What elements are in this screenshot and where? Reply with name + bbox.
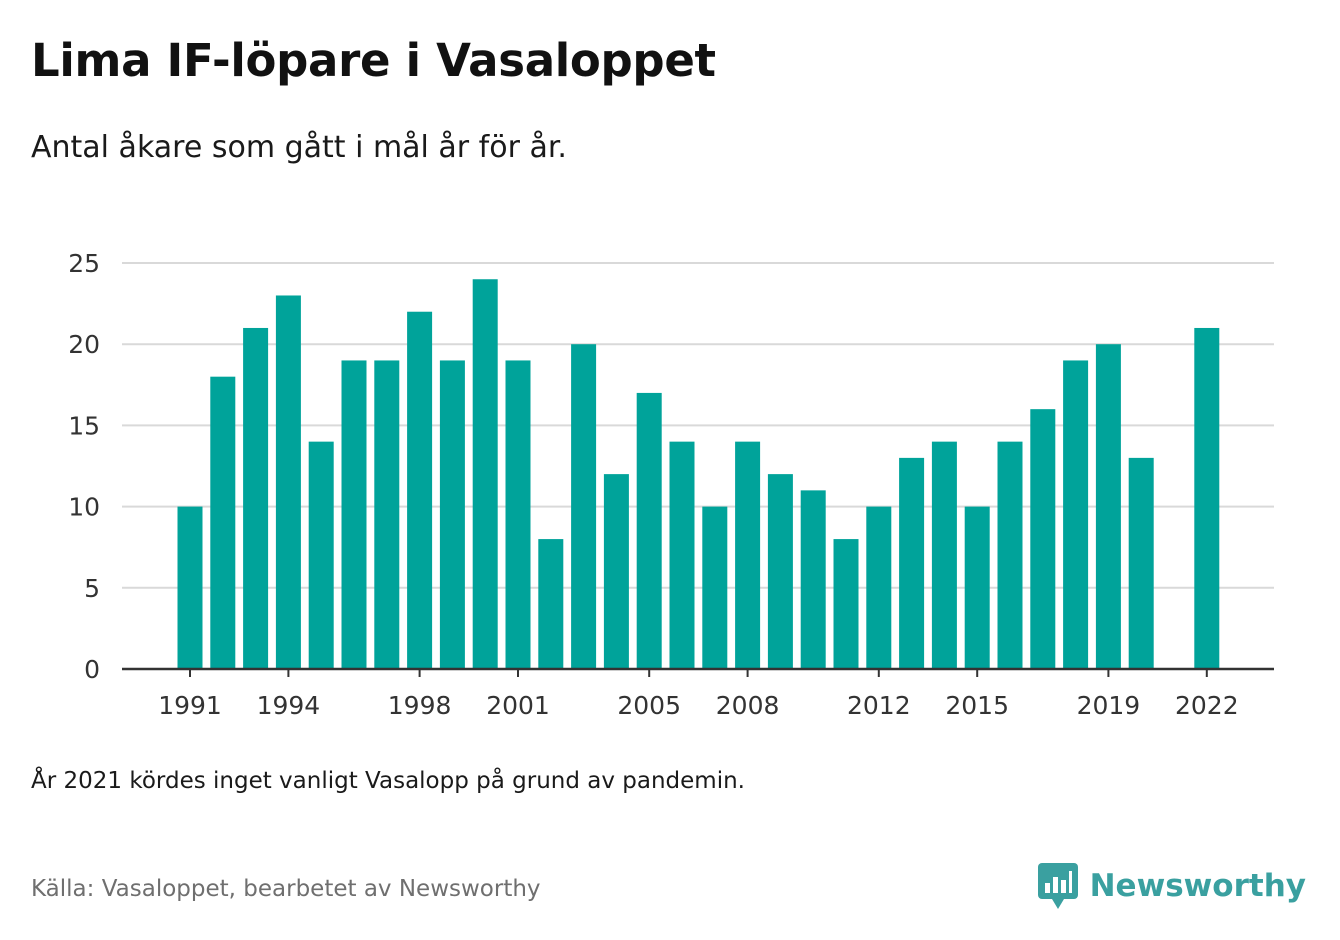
x-tick-label: 1994: [257, 691, 321, 720]
bar-2000: [472, 279, 498, 669]
bar-1999: [439, 360, 465, 669]
bar-2007: [702, 506, 728, 669]
bar-2011: [833, 539, 859, 669]
bar-2018: [1063, 360, 1089, 669]
bar-2022: [1194, 327, 1220, 669]
bar-2006: [669, 441, 695, 669]
x-tick-label: 1998: [388, 691, 452, 720]
bar-2010: [800, 490, 826, 669]
bar-1992: [210, 376, 236, 669]
bar-1996: [341, 360, 367, 669]
y-tick-label: 0: [84, 655, 100, 684]
x-tick-label: 1991: [158, 691, 222, 720]
y-tick-label: 25: [68, 249, 100, 278]
newsworthy-wordmark: Newsworthy: [1089, 868, 1306, 904]
bar-1994: [275, 295, 301, 669]
bar-2019: [1095, 344, 1121, 669]
y-tick-label: 20: [68, 330, 100, 359]
newsworthy-chart-icon: [1037, 863, 1078, 909]
x-tick-label: 2001: [486, 691, 550, 720]
x-tick-label: 2022: [1175, 691, 1239, 720]
source-credit: Källa: Vasaloppet, bearbetet av Newswort…: [31, 876, 541, 902]
axes: 0 5 10 15 20 25 1991 1994 1998 2001 2005 2008 2012 20…: [68, 249, 1274, 720]
bar-1991: [177, 506, 203, 669]
x-tick-label: 2019: [1077, 691, 1141, 720]
bar-2008: [735, 441, 761, 669]
bar-2017: [1030, 409, 1056, 669]
chart-subtitle: Antal åkare som gått i mål år för år.: [31, 130, 567, 165]
bar-2005: [636, 392, 662, 669]
bar-1997: [374, 360, 400, 669]
bar-1995: [308, 441, 334, 669]
bar-2003: [571, 344, 597, 669]
bar-2013: [899, 457, 925, 669]
bar-chart: 0 5 10 15 20 25 1991 1994 1998 2001 2005 2008 2012 20…: [68, 249, 1274, 720]
bar-2020: [1128, 457, 1154, 669]
footnote: År 2021 kördes inget vanligt Vasalopp på…: [31, 768, 745, 794]
bars: [177, 279, 1220, 669]
y-tick-label: 10: [68, 493, 100, 522]
bar-2014: [931, 441, 957, 669]
bar-1998: [407, 311, 433, 669]
x-tick-label: 2005: [617, 691, 681, 720]
chart-title: Lima IF-löpare i Vasaloppet: [31, 34, 716, 87]
y-tick-label: 15: [68, 411, 100, 440]
x-tick-label: 2012: [847, 691, 911, 720]
bar-2015: [964, 506, 990, 669]
bar-1993: [243, 327, 269, 669]
newsworthy-logo: Newsworthy: [1037, 861, 1306, 911]
bar-2012: [866, 506, 892, 669]
x-tick-label: 2008: [716, 691, 780, 720]
bar-2016: [997, 441, 1023, 669]
bar-2001: [505, 360, 531, 669]
bar-2004: [603, 474, 629, 669]
bar-2009: [767, 474, 793, 669]
y-tick-label: 5: [84, 574, 100, 603]
bar-2002: [538, 539, 564, 669]
x-tick-label: 2015: [945, 691, 1009, 720]
